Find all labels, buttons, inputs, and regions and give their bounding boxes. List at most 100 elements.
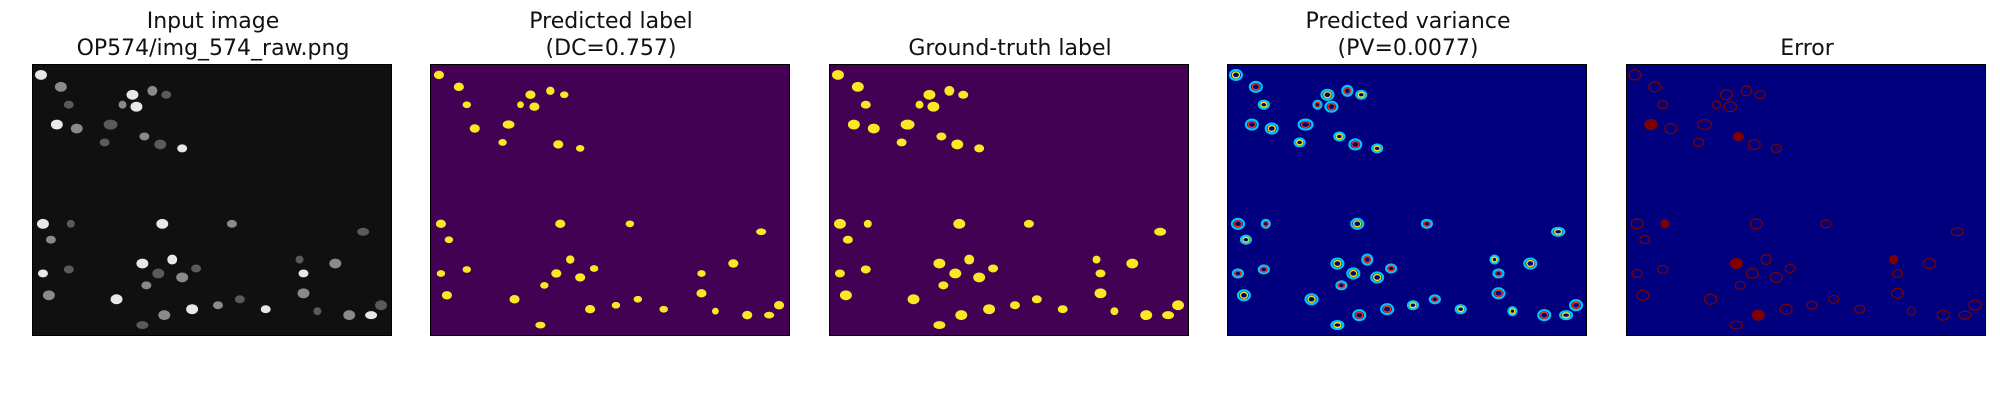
variance-ring-inner: [1323, 91, 1332, 99]
error-region: [1628, 69, 1642, 81]
segmented-nucleus: [575, 273, 586, 282]
nucleus: [375, 300, 388, 311]
panel-title: Predicted variance (PV=0.0077): [1227, 8, 1589, 62]
segmented-nucleus: [546, 86, 555, 96]
segmented-nucleus: [565, 255, 575, 264]
error-region: [1740, 85, 1752, 97]
segmented-nucleus: [633, 295, 643, 303]
nucleus: [63, 265, 74, 274]
error-region: [1729, 257, 1743, 270]
nucleus: [139, 132, 150, 141]
nucleus: [118, 100, 127, 109]
variance-ring: [1350, 217, 1365, 230]
segmented-nucleus: [1154, 227, 1167, 236]
segmented-nucleus: [1023, 219, 1034, 228]
segmented-nucleus: [833, 218, 846, 229]
variance-ring-inner: [1333, 259, 1342, 268]
error-region: [1890, 287, 1905, 299]
segmented-nucleus: [1057, 305, 1068, 314]
segmented-nucleus: [1092, 255, 1101, 264]
variance-ring: [1312, 99, 1323, 110]
error-region: [1769, 271, 1783, 283]
segmented-nucleus: [896, 138, 907, 147]
variance-ring-inner: [1491, 256, 1498, 263]
variance-ring-inner: [1295, 139, 1304, 146]
variance-ring: [1297, 118, 1314, 131]
error-region: [1950, 227, 1964, 237]
nucleus: [70, 123, 83, 134]
variance-ring-inner: [1314, 101, 1321, 108]
segmented-nucleus: [517, 101, 524, 109]
error-region: [1703, 293, 1718, 305]
segmented-nucleus: [1162, 311, 1175, 320]
variance-ring: [1333, 131, 1346, 142]
title-line-1: Error: [1780, 36, 1834, 61]
error-region: [1711, 100, 1722, 110]
segmented-nucleus: [936, 132, 947, 141]
error-region: [1968, 299, 1982, 311]
variance-ring-inner: [1494, 270, 1503, 277]
variance-ring-inner: [1363, 255, 1371, 264]
segmented-nucleus: [933, 321, 946, 330]
segmented-nucleus: [983, 304, 996, 315]
segmented-nucleus: [900, 119, 915, 130]
variance-ring-inner: [1307, 295, 1316, 303]
label-background: [431, 65, 789, 335]
variance-ring: [1507, 306, 1518, 317]
segmented-nucleus: [540, 281, 549, 289]
variance-ring-inner: [1553, 228, 1563, 235]
variance-ring-inner: [1327, 103, 1336, 111]
segmented-nucleus: [436, 270, 446, 277]
segmented-nucleus: [712, 307, 719, 315]
panel-title: Error: [1626, 35, 1988, 62]
error-region: [1751, 309, 1765, 321]
variance-ring-inner: [1262, 220, 1269, 227]
nucleus: [54, 81, 67, 92]
variance-ring: [1406, 300, 1420, 311]
variance-ring-inner: [1509, 308, 1516, 315]
ground-truth-label-map: [829, 64, 1189, 336]
segmented-nucleus: [773, 301, 785, 310]
variance-ring-inner: [1337, 282, 1346, 289]
segmented-nucleus: [842, 235, 853, 244]
segmented-nucleus: [831, 69, 844, 80]
nucleus: [260, 305, 271, 314]
error-region: [1636, 289, 1650, 301]
nucleus: [37, 269, 48, 278]
segmented-nucleus: [1094, 288, 1107, 299]
segmented-nucleus: [1126, 258, 1139, 269]
variance-ring: [1228, 68, 1244, 81]
segmented-nucleus: [764, 311, 775, 319]
segmented-nucleus: [535, 321, 546, 329]
variance-ring-inner: [1260, 266, 1268, 273]
variance-ring: [1489, 254, 1500, 265]
segmented-nucleus: [551, 269, 562, 278]
segmented-nucleus: [462, 101, 472, 109]
error-region: [1631, 268, 1643, 279]
segmented-nucleus: [529, 102, 540, 111]
nucleus: [295, 255, 304, 264]
segmented-nucleus: [502, 120, 515, 129]
nucleus: [36, 218, 49, 229]
nucleus: [357, 227, 370, 236]
segmented-nucleus: [955, 310, 968, 321]
variance-ring-inner: [1231, 71, 1241, 79]
variance-ring: [1492, 268, 1505, 279]
nucleus: [158, 310, 171, 321]
variance-ring: [1537, 309, 1552, 322]
nucleus: [226, 219, 237, 228]
variance-ring-inner: [1571, 301, 1581, 309]
nucleus: [126, 89, 139, 100]
title-line-2: (PV=0.0077): [1337, 36, 1479, 61]
variance-background: [1228, 65, 1586, 335]
nucleus: [186, 304, 199, 315]
segmented-nucleus: [453, 82, 464, 92]
segmented-nucleus: [444, 236, 454, 244]
segmented-nucleus: [575, 145, 585, 152]
variance-ring: [1304, 293, 1319, 306]
nucleus: [191, 264, 202, 273]
variance-ring: [1264, 122, 1279, 135]
error-region: [1657, 264, 1669, 275]
variance-ring-inner: [1234, 270, 1242, 277]
variance-ring: [1257, 99, 1270, 110]
